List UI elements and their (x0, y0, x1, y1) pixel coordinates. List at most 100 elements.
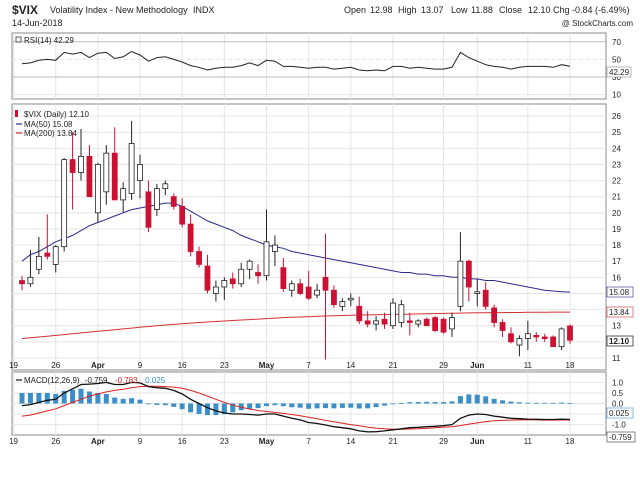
macd-histogram-bar (247, 403, 253, 409)
x-tick-label: 7 (306, 361, 311, 370)
macd-histogram-bar (213, 403, 219, 416)
candle-body (221, 280, 228, 288)
macd-histogram-bar (137, 399, 143, 404)
candle (322, 233, 329, 360)
macd-histogram-bar (196, 403, 202, 415)
price-y-tick: 23 (612, 160, 621, 169)
x-tick-label: 18 (566, 361, 575, 370)
x-tick-label: 16 (178, 437, 187, 446)
candle (35, 237, 42, 275)
candle-body (61, 159, 68, 248)
macd-histogram-bar (95, 392, 101, 404)
candle (255, 264, 261, 284)
candle (153, 183, 160, 217)
candle-body (398, 304, 405, 323)
candle (44, 214, 51, 260)
candle-body (567, 325, 573, 341)
symbol-name: Volatility Index - New Methodology (50, 5, 188, 15)
candle-body (322, 276, 329, 291)
rsi-y-tick: 30 (612, 73, 621, 82)
candle-body (145, 191, 152, 228)
candle (170, 193, 177, 210)
macd-histogram-bar (508, 401, 514, 404)
close-tag-box (606, 335, 634, 347)
macd-histogram-bar (432, 402, 438, 404)
price-y-tick: 17 (612, 257, 621, 266)
candle-body (204, 265, 211, 291)
candle (474, 278, 481, 307)
candle-body (128, 143, 135, 194)
candle (423, 317, 430, 327)
macd-histogram-bar (567, 402, 573, 404)
macd-histogram-bar (441, 402, 447, 404)
high-value: 13.07 (421, 5, 444, 15)
candle-body (305, 286, 312, 299)
price-y-tick: 25 (612, 128, 621, 137)
candle-body (415, 320, 422, 325)
macd-histogram-bar (314, 403, 320, 409)
candle-body (423, 318, 430, 327)
candle-body (314, 289, 320, 296)
chg-value: -0.84 (-6.49%) (572, 5, 630, 15)
candle (221, 277, 228, 300)
macd-histogram-bar (103, 394, 109, 404)
rsi-legend-swatch (15, 36, 22, 43)
candle-body (558, 328, 565, 348)
candle-body (162, 183, 169, 190)
open-value: 12.98 (370, 5, 393, 15)
candle-body (457, 260, 464, 307)
candle (440, 317, 447, 334)
candle (567, 324, 573, 344)
watermark: @ StockCharts.com (562, 19, 634, 28)
macd-y-tick: 0.0 (612, 400, 624, 409)
candle (499, 319, 506, 337)
chg-label: Chg (553, 5, 570, 15)
macd-legend-prefix: MACD(12,26,9) (24, 376, 80, 385)
candle-body (406, 320, 413, 323)
candle (533, 332, 540, 342)
macd-histogram-bar (289, 403, 295, 408)
candle (524, 320, 531, 350)
candle-body (27, 276, 34, 285)
low-label: Low (451, 5, 468, 15)
macd-histogram-bar (27, 392, 33, 404)
candle-body (390, 302, 396, 327)
exchange-label: INDX (193, 5, 215, 15)
candle-body (69, 159, 76, 173)
rsi-y-tick: 10 (612, 91, 621, 100)
macd-histogram-bar (306, 403, 312, 409)
candle (111, 127, 118, 201)
macd-histogram-bar (559, 402, 565, 404)
x-tick-label: Apr (91, 437, 105, 446)
macd-histogram-bar (297, 403, 303, 408)
candle (558, 327, 565, 350)
candle (280, 257, 287, 292)
macd-histogram-bar (525, 402, 531, 404)
ma200-legend-text: MA(200) 13.84 (24, 129, 77, 138)
rsi-tag: 42.29 (609, 68, 630, 77)
candle-body (187, 223, 194, 252)
candle-body (499, 322, 506, 331)
x-tick-label: 11 (524, 361, 533, 370)
price-legend-main: $VIX (Daily) 12.10 (24, 110, 89, 119)
macd-histogram-bar (221, 403, 227, 415)
macd-histogram-bar (550, 402, 556, 404)
price-y-tick: 22 (612, 177, 621, 186)
ma200-tag-box (606, 306, 634, 318)
candle-body (465, 260, 472, 288)
candle-body (170, 196, 177, 207)
ma200-tag: 13.84 (609, 308, 630, 317)
candle (508, 327, 514, 344)
candle-body (432, 317, 439, 331)
macd-histogram-bar (331, 403, 337, 409)
candle (52, 245, 59, 273)
macd-histogram-bar (500, 400, 506, 404)
x-tick-label: 18 (566, 437, 575, 446)
macd-histogram-bar (449, 401, 455, 404)
candle-body (288, 283, 295, 291)
candle (381, 312, 388, 329)
close-tag: 12.10 (609, 337, 630, 346)
macd-histogram-bar (382, 403, 388, 406)
macd-histogram-bar (255, 403, 261, 409)
